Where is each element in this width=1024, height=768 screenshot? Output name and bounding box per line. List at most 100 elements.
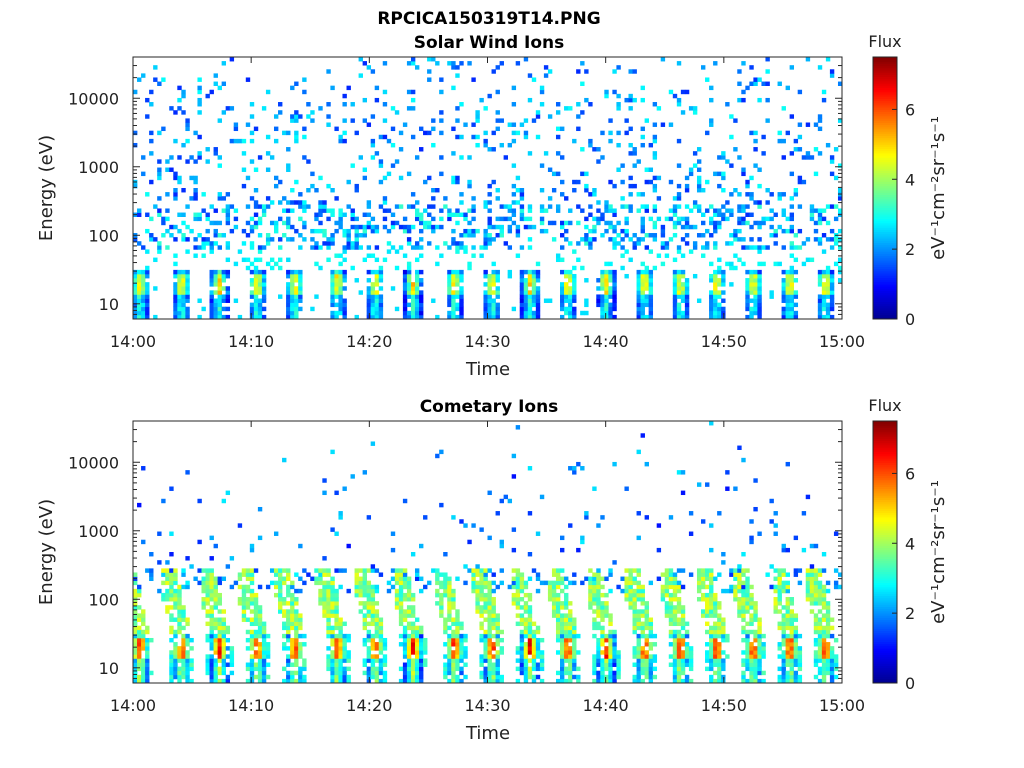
heatmap-cell: [374, 601, 380, 606]
heatmap-cell: [221, 678, 227, 684]
heatmap-cell: [523, 282, 529, 287]
heatmap-cell: [527, 466, 533, 471]
heatmap-cell: [161, 580, 166, 586]
heatmap-cell: [314, 216, 319, 222]
heatmap-cell: [709, 605, 714, 610]
heatmap-cell: [648, 646, 654, 651]
heatmap-cell: [523, 134, 529, 140]
heatmap-cell: [145, 650, 150, 655]
heatmap-cell: [205, 637, 210, 643]
heatmap-cell: [809, 592, 815, 598]
heatmap-cell: [672, 310, 678, 316]
heatmap-cell: [137, 674, 142, 680]
heatmap-cell: [145, 294, 150, 299]
heatmap-cell: [225, 245, 231, 250]
heatmap-cell: [455, 637, 460, 643]
heatmap-cell: [447, 637, 452, 643]
heatmap-cell: [406, 662, 412, 667]
heatmap-cell: [479, 625, 484, 631]
heatmap-cell: [487, 609, 492, 614]
heatmap-cell: [777, 597, 782, 602]
heatmap-cell: [439, 171, 444, 177]
heatmap-cell: [825, 666, 831, 672]
heatmap-cell: [414, 646, 420, 651]
heatmap-cell: [781, 613, 786, 618]
heatmap-cell: [487, 568, 492, 573]
heatmap-cell: [471, 208, 476, 213]
heatmap-cell: [600, 306, 605, 312]
heatmap-cell: [169, 670, 174, 676]
heatmap-cell: [491, 290, 496, 295]
heatmap-cell: [451, 666, 456, 672]
heatmap-cell: [785, 588, 790, 594]
heatmap-cell: [576, 179, 581, 185]
heatmap-cell: [612, 245, 617, 250]
heatmap-cell: [177, 97, 182, 103]
heatmap-cell: [338, 646, 343, 651]
heatmap-cell: [169, 584, 174, 590]
heatmap-cell: [644, 314, 649, 320]
heatmap-cell: [680, 216, 686, 222]
heatmap-cell: [459, 134, 464, 140]
heatmap-cell: [173, 110, 178, 115]
heatmap-cell: [612, 658, 617, 663]
heatmap-cell: [717, 621, 722, 627]
heatmap-cell: [555, 110, 561, 115]
heatmap-cell: [648, 617, 654, 622]
heatmap-cell: [414, 650, 420, 655]
heatmap-cell: [447, 658, 452, 663]
heatmap-cell: [515, 425, 521, 430]
heatmap-cell: [294, 110, 299, 115]
heatmap-cell: [636, 572, 641, 577]
heatmap-cell: [459, 650, 464, 655]
heatmap-cell: [221, 498, 227, 504]
heatmap-cell: [805, 597, 811, 602]
heatmap-cell: [185, 118, 190, 123]
heatmap-cell: [491, 69, 496, 74]
heatmap-cell: [278, 265, 283, 271]
heatmap-cell: [261, 621, 267, 627]
colorbar-strip: [873, 270, 897, 274]
heatmap-cell: [265, 89, 271, 95]
heatmap-cell: [169, 629, 174, 635]
heatmap-cell: [519, 290, 525, 295]
heatmap-cell: [761, 81, 766, 86]
heatmap-cell: [652, 220, 658, 226]
heatmap-cell: [402, 662, 408, 667]
heatmap-cell: [217, 650, 222, 655]
heatmap-cell: [374, 642, 380, 647]
heatmap-cell: [475, 118, 480, 123]
heatmap-cell: [725, 216, 730, 222]
heatmap-cell: [209, 642, 214, 647]
heatmap-cell: [201, 241, 206, 246]
heatmap-cell: [531, 278, 537, 283]
colorbar-strip: [873, 94, 897, 97]
heatmap-cell: [628, 588, 633, 594]
heatmap-cell: [596, 147, 601, 152]
heatmap-cell: [451, 650, 456, 655]
heatmap-cell: [451, 237, 456, 242]
heatmap-cell: [201, 584, 206, 590]
heatmap-cell: [423, 637, 428, 643]
heatmap-cell: [568, 290, 573, 295]
heatmap-cell: [817, 597, 823, 602]
heatmap-cell: [729, 261, 734, 267]
colorbar-strip: [873, 137, 897, 141]
heatmap-cell: [580, 310, 585, 316]
heatmap-cell: [644, 654, 649, 659]
heatmap-cell: [741, 670, 746, 676]
heatmap-cell: [423, 584, 428, 590]
heatmap-cell: [290, 584, 295, 590]
heatmap-cell: [149, 576, 154, 581]
heatmap-cell: [378, 179, 384, 185]
heatmap-cell: [487, 580, 492, 586]
heatmap-cell: [632, 568, 637, 573]
heatmap-cell: [487, 666, 492, 672]
heatmap-cell: [145, 306, 150, 312]
heatmap-cell: [676, 674, 682, 680]
heatmap-cell: [471, 588, 476, 594]
heatmap-cell: [737, 601, 742, 606]
heatmap-cell: [185, 658, 190, 663]
heatmap-cell: [378, 678, 384, 684]
heatmap-cell: [322, 588, 327, 594]
